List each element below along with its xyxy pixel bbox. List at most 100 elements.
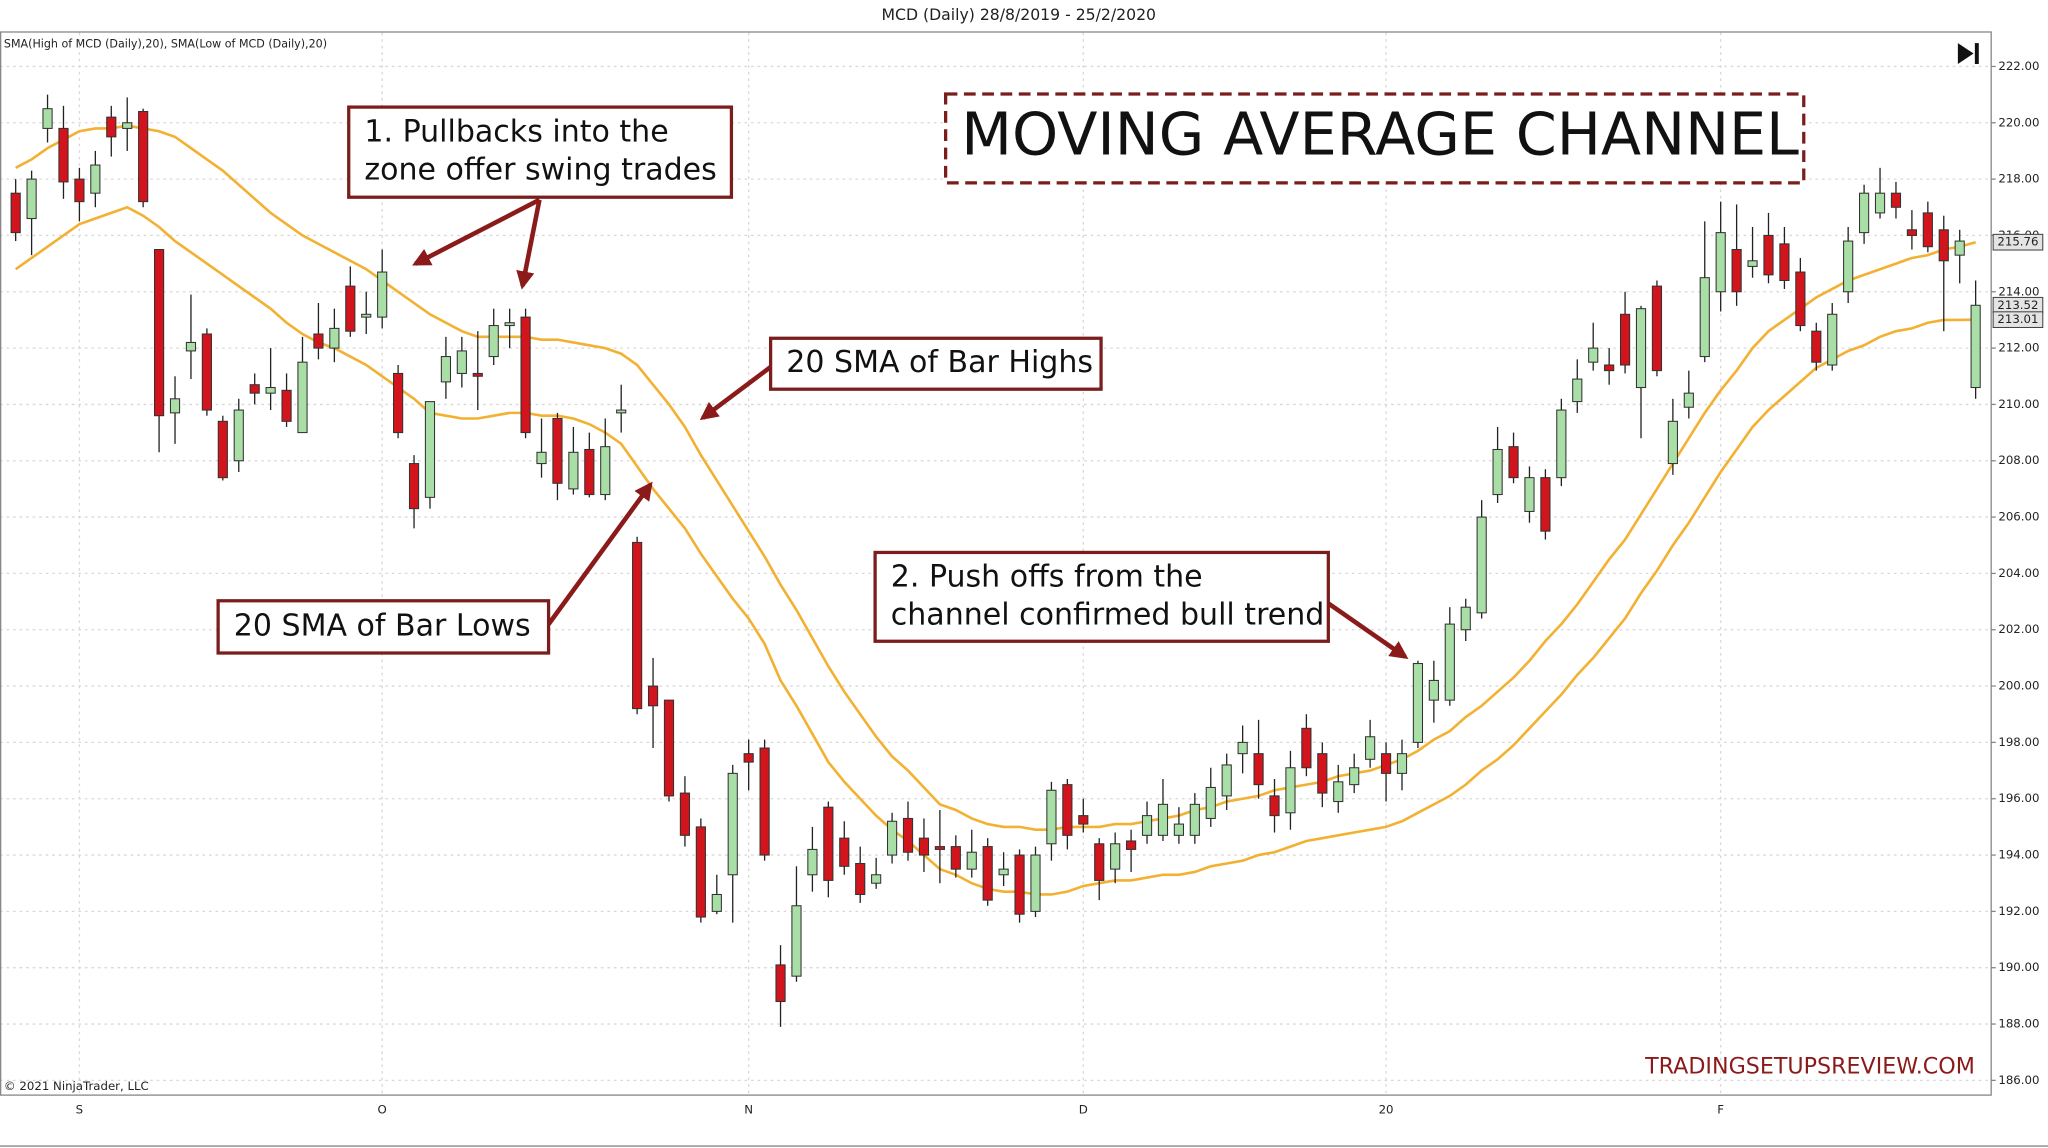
candle-body (584, 448, 595, 496)
arrow (516, 199, 542, 290)
candle-body (472, 372, 483, 377)
candle-body (823, 806, 834, 881)
candle-body (1141, 815, 1153, 836)
y-tick-label: 218.00 (1998, 172, 2039, 186)
candle-body (1731, 248, 1742, 293)
candle-body (1938, 229, 1949, 262)
candle-body (616, 409, 627, 414)
candle-body (1970, 304, 1981, 389)
candle-body (1380, 753, 1392, 774)
candle-body (90, 164, 101, 194)
candle-body (249, 384, 260, 394)
candle-body (855, 862, 866, 896)
play-icon (1957, 43, 1979, 64)
candle-body (1365, 736, 1376, 760)
candle-body (982, 846, 993, 901)
plot-frame (0, 31, 1992, 1096)
candle-body (998, 868, 1009, 876)
y-tick-label: 214.00 (1998, 284, 2039, 298)
candle-body (1189, 803, 1200, 836)
annotation-box (216, 599, 551, 655)
candle-body (966, 851, 977, 870)
y-tick-label: 186.00 (1998, 1073, 2039, 1087)
candle-body (1317, 753, 1328, 794)
candle-body (1110, 843, 1121, 870)
candle-body (424, 401, 436, 498)
candle-body (711, 893, 722, 912)
price-marker (1992, 311, 2044, 329)
y-tick-label: 206.00 (1998, 510, 2039, 524)
x-tick-label: D (1079, 1103, 1088, 1117)
plot (10, 94, 1981, 1027)
candle-body (58, 127, 69, 183)
candle-body (1476, 516, 1487, 614)
candle-body (10, 192, 21, 234)
candle-body (1843, 240, 1854, 293)
headline-box (943, 92, 1806, 185)
x-tick-label: 20 (1379, 1103, 1394, 1117)
price-marker-label: 213.52 (1997, 298, 2038, 312)
headline: MOVING AVERAGE CHANNEL (961, 100, 1799, 169)
candle-body (153, 248, 165, 417)
annotation-text: 1. Pullbacks into the (364, 115, 668, 150)
candle-body (440, 356, 452, 383)
candle-body (536, 451, 547, 465)
candle-body (934, 846, 945, 850)
y-tick-label: 210.00 (1998, 397, 2039, 411)
candle-body (1205, 786, 1216, 819)
candle-body (1779, 243, 1790, 282)
candle-body (791, 905, 802, 977)
candle-body (1699, 277, 1710, 358)
x-tick-label: N (744, 1103, 753, 1117)
candle-body (313, 333, 324, 349)
candle-body (1890, 192, 1902, 208)
candle-body (1301, 727, 1312, 769)
candle-body (1635, 308, 1647, 389)
candle-body (1572, 378, 1583, 403)
annotation-text: 20 SMA of Bar Lows (234, 608, 531, 643)
y-tick-label: 202.00 (1998, 622, 2039, 636)
copyright: © 2021 NinjaTrader, LLC (4, 1079, 149, 1093)
candle-body (504, 322, 515, 327)
candle-body (918, 837, 930, 856)
candle-body (807, 848, 818, 876)
candle-body (1173, 823, 1184, 836)
candle-body (233, 409, 244, 462)
candle-body (393, 372, 404, 434)
candle-body (695, 826, 706, 918)
candle-body (1906, 229, 1917, 236)
candle-body (1540, 477, 1551, 532)
candle-body (647, 685, 659, 707)
y-tick-label: 204.00 (1998, 566, 2039, 580)
annotation-box (347, 105, 734, 199)
candle-body (1827, 313, 1838, 366)
candle-body (1667, 420, 1678, 465)
candle-body (1604, 364, 1615, 372)
y-tick-label: 200.00 (1998, 679, 2039, 693)
y-tick-label: 222.00 (1998, 59, 2039, 73)
candle-body (138, 110, 149, 203)
candle-body (169, 398, 181, 414)
x-tick-label: O (378, 1103, 387, 1117)
candle-body (663, 699, 675, 797)
candle-body (122, 122, 133, 129)
candle-body (1588, 347, 1599, 363)
y-tick-label: 212.00 (1998, 341, 2039, 355)
candle-body (1253, 753, 1264, 786)
candle-body (1492, 448, 1503, 496)
indicator-label: SMA(High of MCD (Daily),20), SMA(Low of … (4, 37, 327, 50)
candle-body (886, 820, 898, 856)
annotation-text: 20 SMA of Bar Highs (786, 345, 1093, 380)
candle-body (361, 313, 372, 318)
candle-body (1460, 606, 1471, 631)
annotation-box (768, 336, 1103, 391)
candle-body (1763, 234, 1774, 276)
candle-body (1795, 271, 1806, 327)
candle-body (106, 116, 117, 138)
candle-body (408, 463, 420, 510)
y-tick-label: 198.00 (1998, 735, 2039, 749)
y-tick-label: 208.00 (1998, 453, 2039, 467)
candle-body (1126, 840, 1137, 850)
candle-body (1094, 843, 1105, 881)
